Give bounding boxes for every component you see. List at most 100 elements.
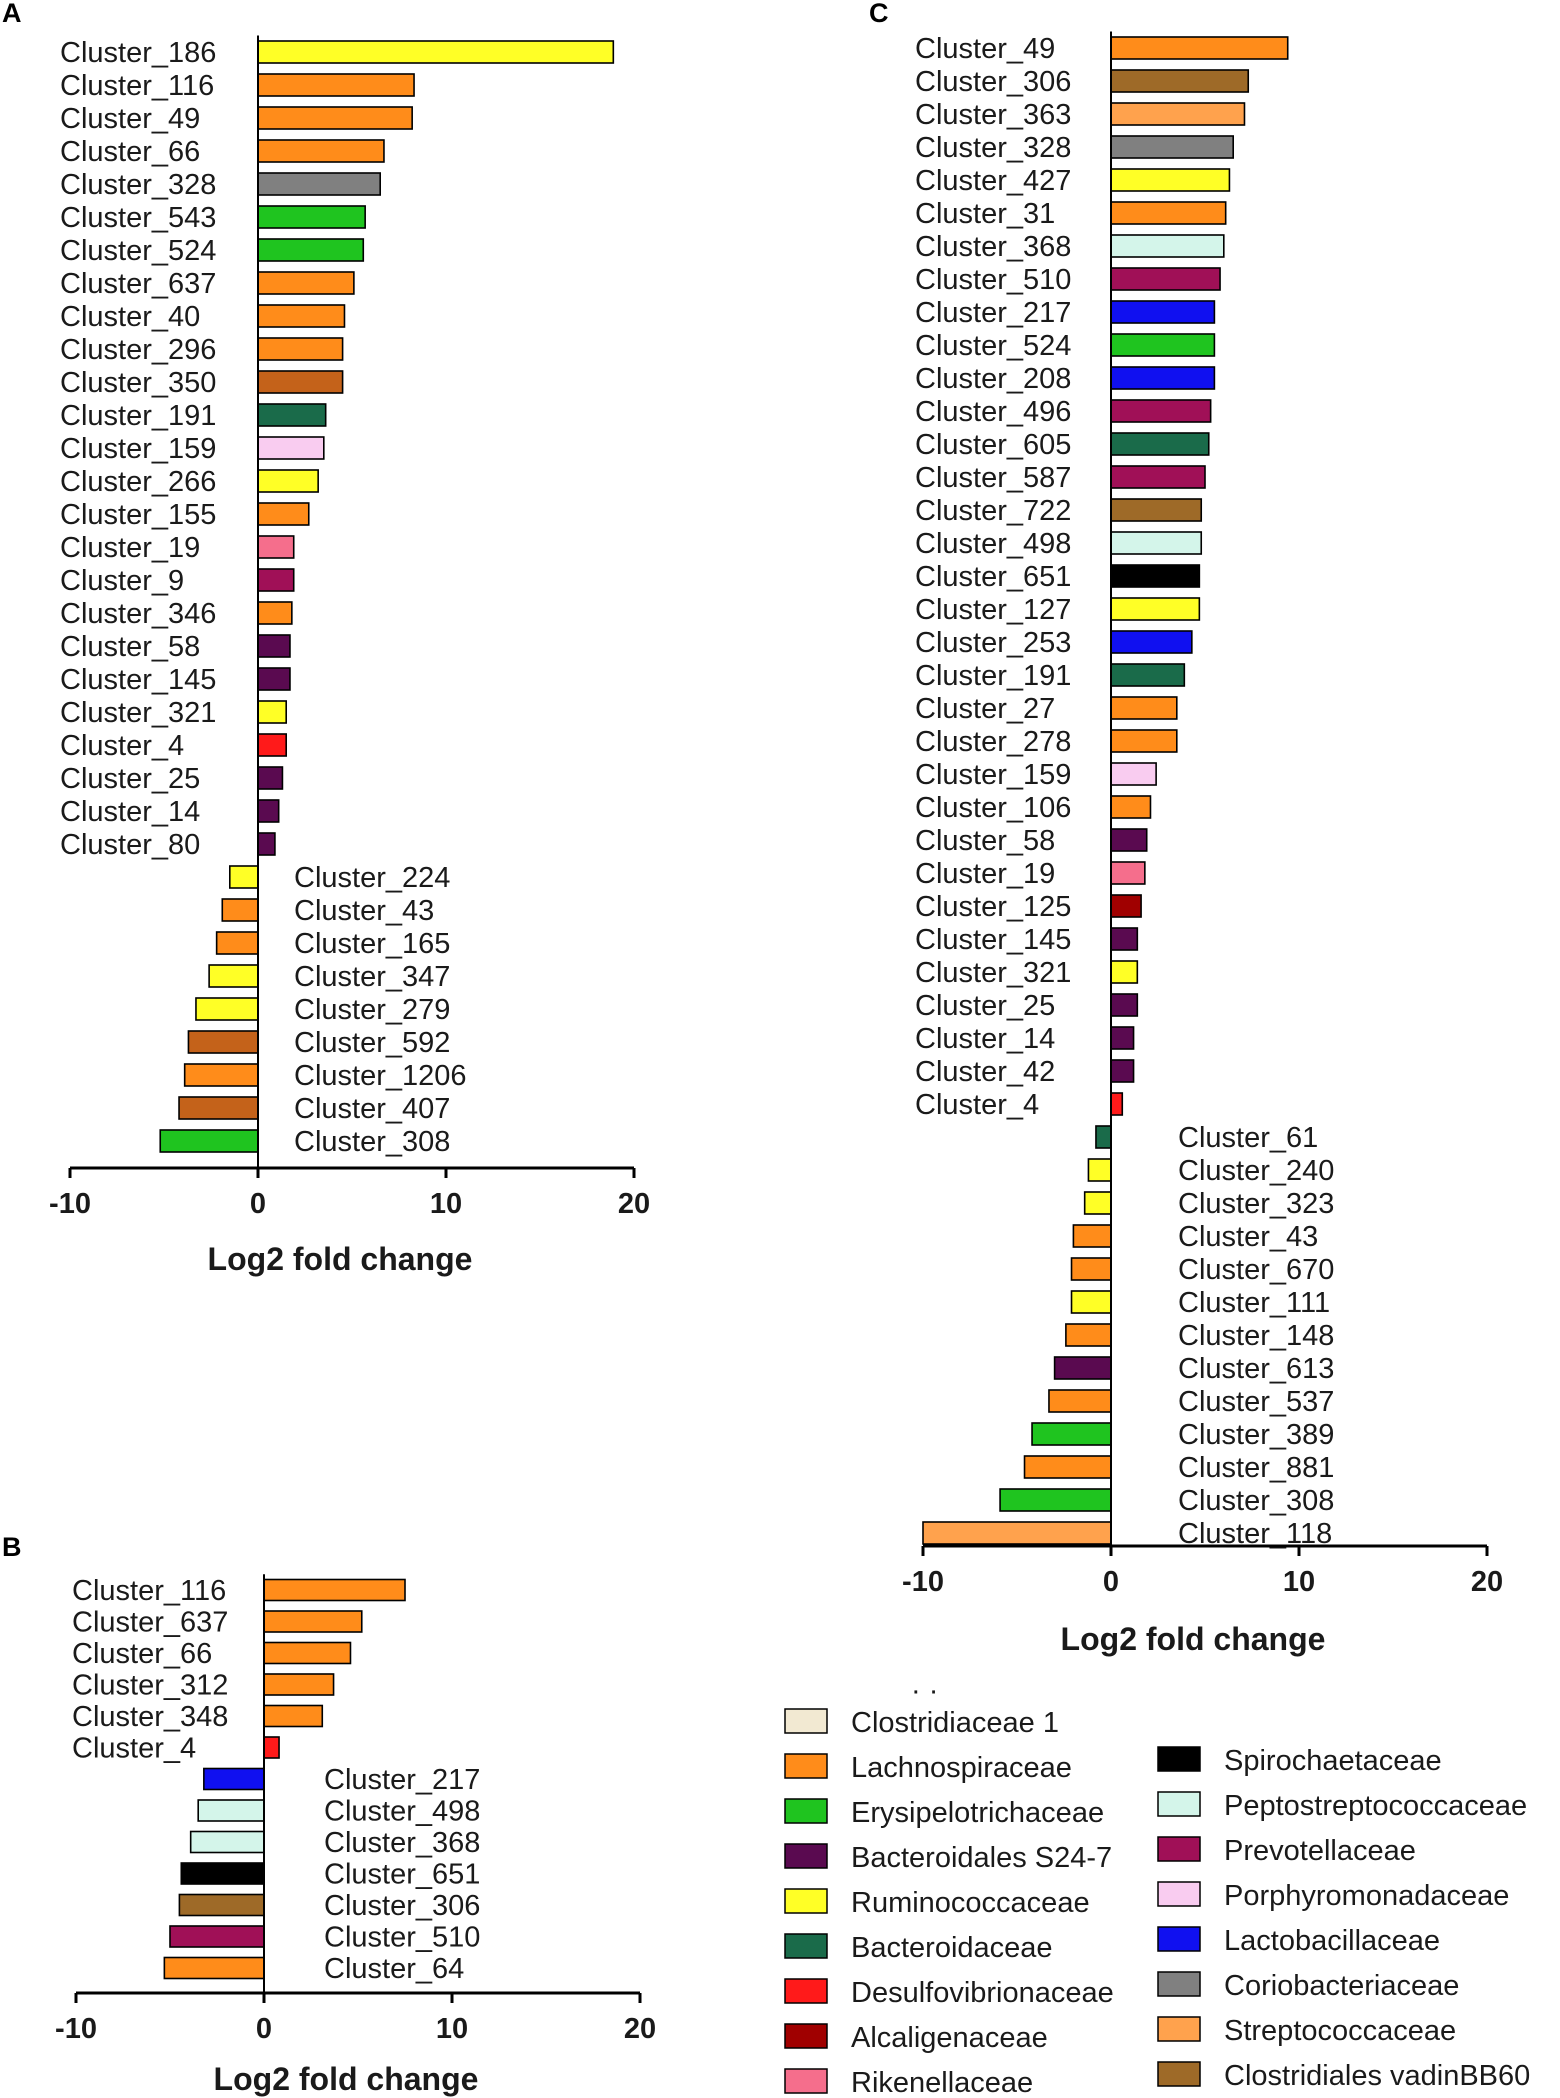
panel-c-label-cluster-4: Cluster_4 xyxy=(915,1089,1039,1121)
panel-c-bar-cluster-323 xyxy=(1083,1191,1112,1215)
panel-c-label-cluster-111: Cluster_111 xyxy=(1178,1287,1330,1319)
panel-a-label-cluster-116: Cluster_116 xyxy=(60,70,214,102)
panel-a-label-cluster-191: Cluster_191 xyxy=(60,400,216,432)
legend-swatch-coriobacteriaceae xyxy=(1157,1971,1201,1997)
panel-b-tick-label: 0 xyxy=(256,2013,272,2045)
legend-swatch-peptostreptococcaceae xyxy=(1157,1791,1201,1817)
panel-c-label-cluster-427: Cluster_427 xyxy=(915,165,1071,197)
panel-c-label-cluster-328: Cluster_328 xyxy=(915,132,1071,164)
panel-a-label-cluster-279: Cluster_279 xyxy=(294,994,450,1026)
panel-c-label-cluster-159: Cluster_159 xyxy=(915,759,1071,791)
panel-b-bar-cluster-64 xyxy=(163,1956,265,1980)
panel-c-x-axis-title: Log2 fold change xyxy=(1061,1621,1326,1657)
panel-c-tick-label: 10 xyxy=(1283,1566,1315,1598)
panel-c-bar-cluster-208 xyxy=(1110,366,1216,390)
panel-c-bar-cluster-363 xyxy=(1110,102,1246,126)
legend-label-bacteroidaceae: Bacteroidaceae xyxy=(851,1932,1053,1964)
panel-c-bar-cluster-605 xyxy=(1110,432,1210,456)
legend-label-prevotellaceae: Prevotellaceae xyxy=(1224,1835,1416,1867)
panel-a-bar-cluster-637 xyxy=(257,271,355,295)
panel-c-label-cluster-145: Cluster_145 xyxy=(915,924,1071,956)
panel-c-label-cluster-14: Cluster_14 xyxy=(915,1023,1055,1055)
panel-a-label-cluster-19: Cluster_19 xyxy=(60,532,200,564)
panel-c-bar-cluster-159 xyxy=(1110,762,1157,786)
panel-c-bar-cluster-670 xyxy=(1070,1257,1112,1281)
panel-a-bar-cluster-279 xyxy=(195,997,259,1021)
panel-b-bar-cluster-637 xyxy=(263,1610,363,1633)
panel-c-bar-cluster-145 xyxy=(1110,927,1139,951)
panel-a-bar-cluster-407 xyxy=(178,1096,259,1120)
panel-a-label-cluster-224: Cluster_224 xyxy=(294,862,450,894)
panel-b-bar-cluster-4 xyxy=(263,1736,280,1759)
panel-b-label-cluster-64: Cluster_64 xyxy=(324,1953,464,1985)
panel-c-label-cluster-587: Cluster_587 xyxy=(915,462,1071,494)
panel-b-label-cluster-116: Cluster_116 xyxy=(72,1575,226,1607)
panel-c-bar-cluster-240 xyxy=(1087,1158,1112,1182)
panel-c-label-cluster-217: Cluster_217 xyxy=(915,297,1071,329)
panel-c-label-cluster-651: Cluster_651 xyxy=(915,561,1071,593)
panel-a-bar-cluster-543 xyxy=(257,205,366,229)
panel-a-bar-cluster-266 xyxy=(257,469,319,493)
panel-b-x-axis-title: Log2 fold change xyxy=(214,2061,479,2097)
panel-c-label-cluster-278: Cluster_278 xyxy=(915,726,1071,758)
legend-label-erysipelotrichaceae: Erysipelotrichaceae xyxy=(851,1797,1104,1829)
panel-a-tick-label: -10 xyxy=(49,1188,91,1220)
panel-a-bar-cluster-145 xyxy=(257,667,291,691)
panel-a-bar-cluster-25 xyxy=(257,766,284,790)
panel-b-letter: B xyxy=(2,1532,22,1562)
panel-b-bar-cluster-348 xyxy=(263,1704,324,1728)
panel-b-label-cluster-312: Cluster_312 xyxy=(72,1670,228,1702)
legend-label-coriobacteriaceae: Coriobacteriaceae xyxy=(1224,1970,1459,2002)
panel-c-bar-cluster-881 xyxy=(1023,1455,1112,1479)
panel-a-label-cluster-58: Cluster_58 xyxy=(60,631,200,663)
panel-b-label-cluster-498: Cluster_498 xyxy=(324,1796,480,1828)
panel-a-label-cluster-155: Cluster_155 xyxy=(60,499,216,531)
panel-c-label-cluster-498: Cluster_498 xyxy=(915,528,1071,560)
panel-a-bar-cluster-296 xyxy=(257,337,344,361)
panel-c-label-cluster-19: Cluster_19 xyxy=(915,858,1055,890)
panel-a-label-cluster-66: Cluster_66 xyxy=(60,136,200,168)
panel-b-tick-label: -10 xyxy=(55,2013,97,2045)
panel-c-label-cluster-496: Cluster_496 xyxy=(915,396,1071,428)
legend-label-porphyromonadaceae: Porphyromonadaceae xyxy=(1224,1880,1509,1912)
panel-a-label-cluster-346: Cluster_346 xyxy=(60,598,216,630)
panel-c-label-cluster-510: Cluster_510 xyxy=(915,264,1071,296)
panel-a-bar-cluster-328 xyxy=(257,172,381,196)
panel-b-label-cluster-637: Cluster_637 xyxy=(72,1607,228,1639)
panel-a-letter: A xyxy=(2,0,22,28)
legend-swatch-prevotellaceae xyxy=(1157,1836,1201,1862)
panel-a-bar-cluster-350 xyxy=(257,370,344,394)
panel-b-label-cluster-651: Cluster_651 xyxy=(324,1859,480,1891)
panel-c-label-cluster-106: Cluster_106 xyxy=(915,792,1071,824)
panel-a-bar-cluster-4 xyxy=(257,733,288,757)
panel-c-bar-cluster-148 xyxy=(1065,1323,1112,1347)
panel-b-bar-cluster-306 xyxy=(178,1893,265,1917)
panel-c-label-cluster-42: Cluster_42 xyxy=(915,1056,1055,1088)
panel-c-bar-cluster-722 xyxy=(1110,498,1203,522)
panel-a-bar-cluster-40 xyxy=(257,304,346,328)
panel-a-label-cluster-347: Cluster_347 xyxy=(294,961,450,993)
panel-a-bar-cluster-186 xyxy=(257,40,615,64)
panel-b-label-cluster-66: Cluster_66 xyxy=(72,1638,212,1670)
panel-c-bar-cluster-42 xyxy=(1110,1059,1135,1083)
panel-c-label-cluster-308: Cluster_308 xyxy=(1178,1485,1334,1517)
panel-c-bar-cluster-111 xyxy=(1070,1290,1112,1314)
panel-a-label-cluster-296: Cluster_296 xyxy=(60,334,216,366)
panel-c-label-cluster-881: Cluster_881 xyxy=(1178,1452,1334,1484)
panel-a-bar-cluster-159 xyxy=(257,436,325,460)
panel-c-tick-label: -10 xyxy=(902,1566,944,1598)
panel-a-label-cluster-308: Cluster_308 xyxy=(294,1126,450,1158)
panel-a-bar-cluster-224 xyxy=(229,865,259,889)
panel-c-bar-cluster-49 xyxy=(1110,36,1289,60)
panel-c-bar-cluster-587 xyxy=(1110,465,1206,489)
panel-c-letter: C xyxy=(869,0,889,28)
panel-a-bar-cluster-66 xyxy=(257,139,385,163)
panel-a-label-cluster-49: Cluster_49 xyxy=(60,103,200,135)
panel-c-label-cluster-127: Cluster_127 xyxy=(915,594,1071,626)
panel-a-label-cluster-321: Cluster_321 xyxy=(60,697,216,729)
panel-c-bar-cluster-27 xyxy=(1110,696,1178,720)
panel-c-tick-label: 0 xyxy=(1103,1566,1119,1598)
legend-swatch-rikenellaceae xyxy=(784,2068,828,2094)
panel-a-label-cluster-543: Cluster_543 xyxy=(60,202,216,234)
panel-b-label-cluster-368: Cluster_368 xyxy=(324,1827,480,1859)
